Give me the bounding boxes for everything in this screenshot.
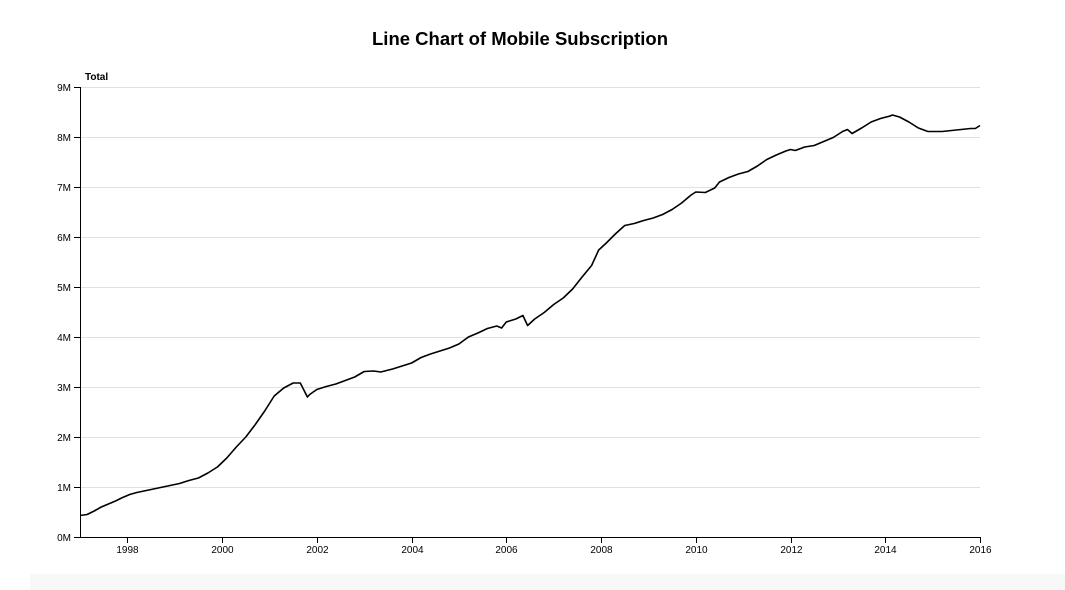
y-tick-label: 7M (57, 183, 71, 194)
y-tick-label: 8M (57, 133, 71, 144)
y-tick-label: 0M (57, 533, 71, 544)
y-tick-label: 2M (57, 433, 71, 444)
x-tick-label: 2016 (969, 545, 992, 556)
x-tick-label: 2000 (211, 545, 234, 556)
gridlines (80, 87, 980, 488)
x-axis: 1998 2000 2002 2004 2006 2008 2010 2012 2014 2016 (80, 537, 992, 556)
chart-title: Line Chart of Mobile Subscription (372, 28, 668, 49)
series-line (79, 114, 981, 517)
y-axis: 0M 1M 2M 3M 4M 5M 6M 7M 8M 9M (57, 83, 81, 544)
x-tick-label: 2014 (874, 545, 897, 556)
x-tick-label: 2008 (590, 545, 613, 556)
y-tick-label: 6M (57, 233, 71, 244)
y-tick-label: 5M (57, 283, 71, 294)
x-tick-label: 2002 (306, 545, 329, 556)
bottom-strip (30, 574, 1065, 590)
y-axis-label: Total (85, 72, 108, 83)
y-tick-label: 4M (57, 333, 71, 344)
x-tick-label: 2004 (401, 545, 424, 556)
x-tick-label: 1998 (116, 545, 139, 556)
x-tick-label: 2012 (780, 545, 803, 556)
y-tick-label: 9M (57, 83, 71, 94)
x-tick-label: 2010 (685, 545, 708, 556)
y-tick-label: 3M (57, 383, 71, 394)
y-tick-label: 1M (57, 483, 71, 494)
series-layer (79, 114, 981, 517)
x-tick-label: 2006 (495, 545, 518, 556)
